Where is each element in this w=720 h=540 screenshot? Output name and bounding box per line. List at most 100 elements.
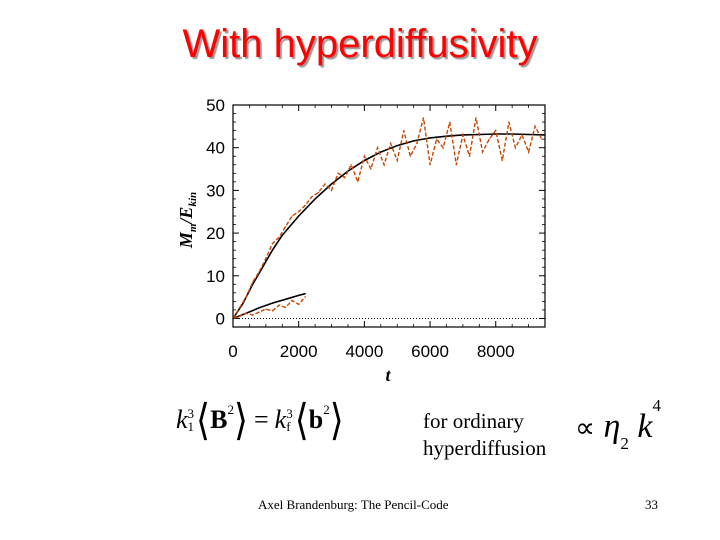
page-number: 33 [645,497,658,512]
series-point-1 [501,159,503,162]
series-point-0 [380,151,382,153]
series-line-1 [232,117,543,319]
series-point-1 [422,117,425,119]
series-point-1 [357,181,359,183]
series-point-1 [416,142,418,145]
series-point-1 [383,164,385,166]
formula-lhs-k-sub: 1 [187,419,195,434]
series-point-1 [541,138,543,140]
axis-ticks: 0 2000 4000 6000 8000 0 10 20 30 40 50 [206,96,545,361]
series-point-3 [271,310,274,312]
proportional-k: k [637,408,653,445]
series-point-1 [409,155,411,157]
series-point-1 [245,296,247,298]
proportional-eta-sub: 2 [620,433,629,453]
series-point-0 [544,134,546,136]
series-point-1 [363,155,365,157]
slide-title: With hyperdiffusivity [182,22,538,66]
series-point-3 [258,311,260,313]
series-point-1 [534,125,536,127]
formula-lhs-k: k [176,405,188,434]
chart: 0 2000 4000 6000 8000 0 10 20 30 40 50 t Mm/Ekin [176,96,546,385]
series-point-0 [527,133,530,136]
series-point-3 [252,314,254,316]
series-point-1 [284,226,287,228]
series-point-1 [514,147,517,149]
series-point-1 [521,134,523,136]
series-point-1 [396,159,398,162]
formula-lhs-pow: 2 [227,402,234,417]
series-line-2 [232,292,306,320]
series-point-1 [508,121,510,123]
series-point-3 [265,308,267,310]
y-axis-label: Mm/Ekin [176,192,199,249]
series-point-1 [252,281,254,283]
x-tick-label: 6000 [411,342,449,361]
x-tick-label: 0 [228,342,237,361]
series-point-1 [488,138,490,140]
series-point-1 [291,215,293,217]
series-point-0 [281,234,283,236]
formula-rhs-k-sub: f [286,419,291,434]
formula-lhs-k-sup: 3 [187,406,195,421]
y-tick-label: 40 [206,139,225,158]
series-point-1 [271,243,274,245]
series-point-1 [462,134,464,136]
series-point-1 [475,117,477,119]
formula-lhs-field: B [210,405,228,434]
series-point-1 [330,189,333,191]
y-axis-label-sep: / [176,217,196,226]
y-tick-label: 0 [216,309,225,328]
y-tick-label: 20 [206,224,225,243]
proportional-k-sup: 4 [652,395,661,415]
series-point-1 [390,142,392,145]
series-line-3 [232,296,306,320]
series-point-1 [495,130,497,132]
y-tick-label: 50 [206,96,225,115]
proportional-symbol: ∝ [575,413,596,444]
series-point-2 [271,302,274,304]
plot-area [232,104,546,328]
series-point-1 [455,164,457,166]
series-point-1 [350,164,352,166]
x-tick-label: 8000 [477,342,515,361]
proportional-eta: η [603,408,621,445]
spectrum-formula: k 3 1 ⟨ B 2 ⟩ = k 3 f ⟨ b 2 ⟩ [176,396,344,444]
y-tick-label: 30 [206,181,225,200]
series-point-1 [376,147,379,149]
series-point-0 [314,198,316,200]
series-point-1 [278,236,280,238]
hyperdiffusion-note: for ordinary hyperdiffusion [423,408,583,462]
series-point-1 [527,151,530,153]
series-point-1 [311,196,313,198]
series-point-3 [278,304,280,306]
x-axis-label: t [385,365,391,385]
series-point-3 [284,306,287,308]
note-line-2: hyperdiffusion [423,436,547,460]
formula-equals: = [253,405,269,434]
series-point-1 [337,172,339,174]
series-point-1 [238,307,241,309]
footer-text: Axel Brandenburg: The Pencil-Code [258,497,449,512]
series-point-0 [298,215,300,217]
formula-rhs-k-sup: 3 [286,406,293,421]
series-point-1 [482,151,484,153]
series-point-1 [304,204,306,206]
series-point-3 [291,299,293,302]
series-point-1 [258,270,260,273]
series-point-4 [232,317,234,320]
x-tick-label: 2000 [280,342,318,361]
formula-rhs-k: k [274,405,287,434]
series-line-0 [232,133,546,319]
series-point-3 [245,312,247,314]
series-point-3 [298,303,300,305]
series-point-2 [258,307,260,309]
note-line-1: for ordinary [423,409,524,433]
series-point-1 [449,121,451,123]
series-point-1 [429,164,431,166]
series-point-1 [298,211,300,213]
y-axis-label-main-sub: m [187,223,199,232]
formula-rhs-field: b [308,405,324,434]
series-point-1 [370,168,372,170]
series-point-0 [261,266,264,268]
